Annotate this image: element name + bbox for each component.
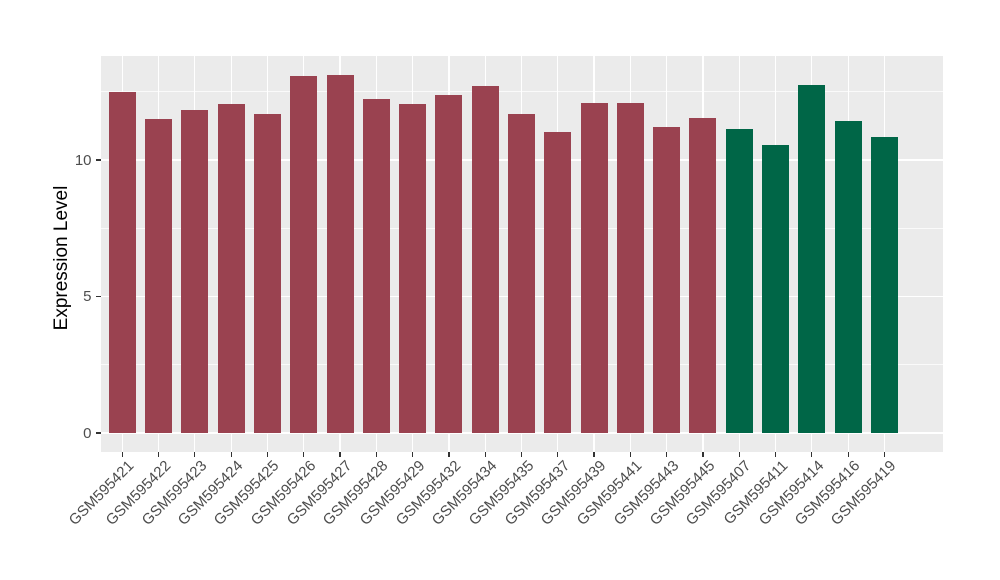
x-tick-mark [774, 452, 777, 457]
bar-GSM595428 [362, 98, 390, 433]
x-tick-mark [738, 452, 740, 457]
x-tick-mark [230, 452, 232, 457]
x-tick-mark [121, 452, 123, 457]
bar-GSM595445 [689, 117, 717, 433]
y-axis-title: Expression Level [51, 185, 72, 331]
bar-GSM595425 [253, 113, 281, 433]
bar-GSM595426 [290, 75, 318, 433]
x-tick-mark [412, 452, 414, 457]
bar-GSM595407 [725, 128, 753, 433]
bar-GSM595416 [834, 120, 862, 433]
bar-GSM595432 [435, 95, 463, 433]
x-tick-mark [448, 452, 450, 457]
x-tick-mark [883, 452, 886, 457]
x-tick-mark [557, 452, 559, 457]
bar-GSM595419 [870, 137, 898, 433]
x-tick-mark [266, 452, 269, 457]
x-tick-mark [157, 452, 160, 457]
x-tick-mark [520, 452, 523, 457]
bar-GSM595439 [580, 102, 608, 433]
bar-GSM595429 [399, 104, 427, 433]
y-tick-mark [96, 159, 101, 161]
x-tick-mark [629, 452, 631, 457]
bar-GSM595441 [616, 102, 644, 433]
y-tick-mark [96, 432, 101, 434]
bar-GSM595411 [762, 144, 790, 433]
x-tick-mark [666, 452, 668, 457]
bar-GSM595427 [326, 74, 354, 433]
x-tick-mark [194, 452, 196, 457]
bar-GSM595437 [544, 131, 572, 433]
y-tick-mark [96, 295, 101, 298]
bar-GSM595421 [108, 92, 136, 433]
x-tick-mark [339, 452, 341, 457]
y-tick-label: 0 [83, 424, 92, 442]
bar-GSM595422 [145, 119, 173, 433]
x-tick-mark [484, 452, 486, 457]
x-tick-mark [303, 452, 305, 457]
x-tick-mark [375, 452, 377, 457]
x-tick-mark [593, 452, 595, 457]
bar-GSM595414 [798, 85, 826, 433]
y-tick-label: 5 [83, 288, 92, 305]
plot-panel [100, 56, 943, 452]
bar-GSM595424 [217, 104, 245, 433]
bar-GSM595435 [508, 113, 535, 433]
x-tick-mark [811, 452, 813, 457]
x-tick-mark [702, 452, 704, 457]
y-tick-label: 10 [74, 151, 92, 169]
bar-GSM595443 [653, 126, 681, 433]
x-tick-mark [847, 452, 849, 457]
bar-GSM595423 [181, 109, 209, 433]
bar-GSM595434 [471, 86, 499, 433]
